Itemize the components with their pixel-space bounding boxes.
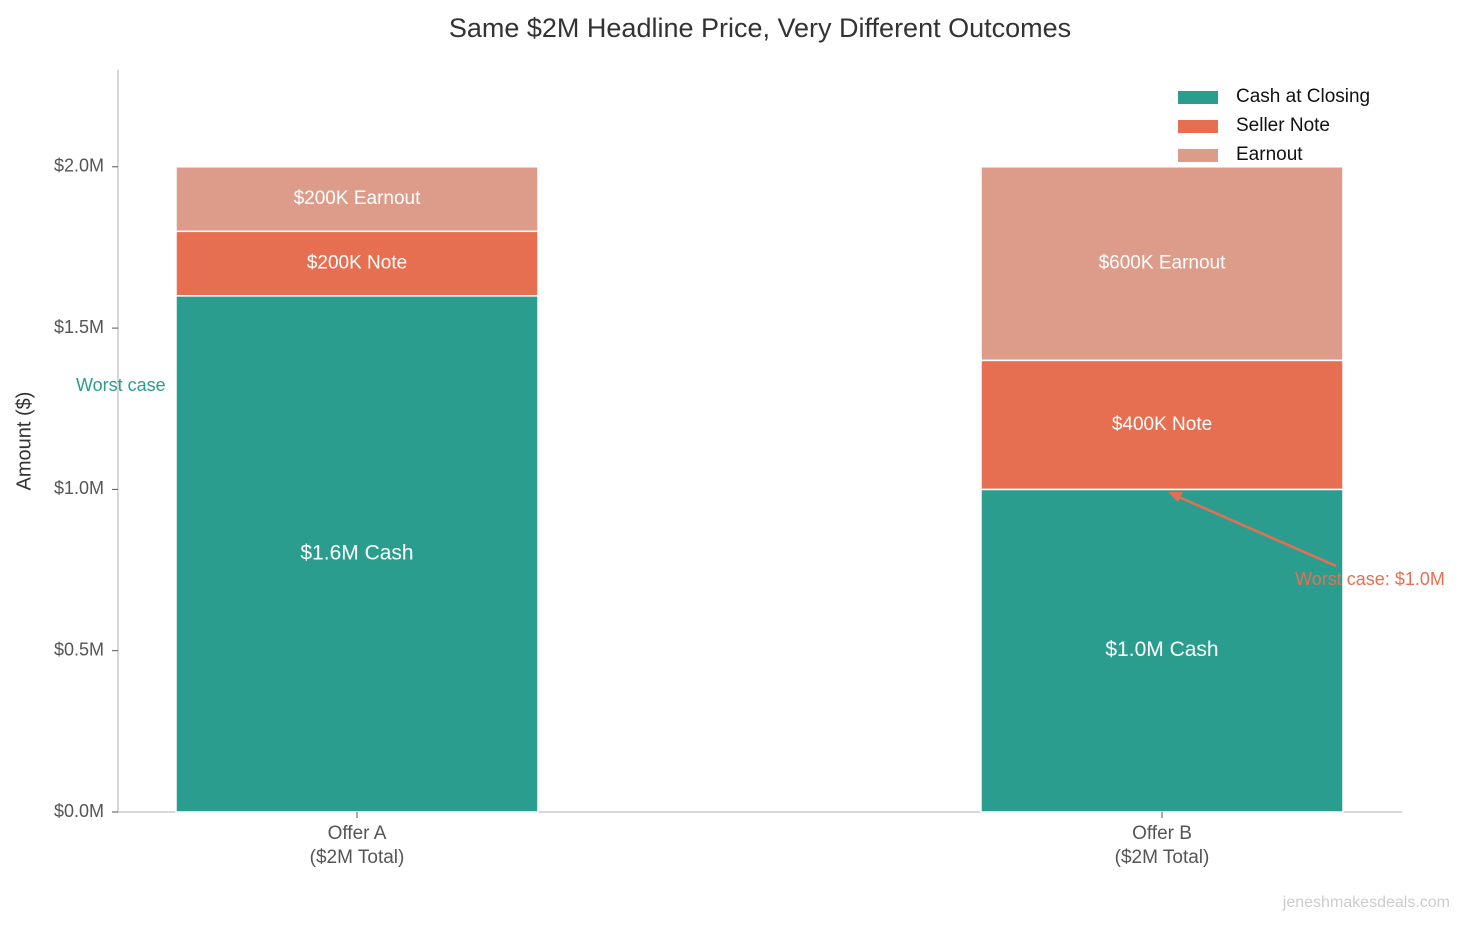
- watermark: jeneshmakesdeals.com: [1282, 894, 1450, 911]
- bar-segment: [980, 166, 1344, 362]
- y-tick-label: $0.0M: [54, 801, 104, 821]
- y-axis-label: Amount ($): [13, 392, 35, 491]
- legend-label: Earnout: [1236, 144, 1303, 165]
- legend-swatch: [1178, 149, 1218, 162]
- y-tick-label: $1.0M: [54, 478, 104, 498]
- value-label: $200K Note: [307, 253, 407, 274]
- value-label: $1.0M Cash: [1105, 638, 1218, 661]
- bar-segment: [980, 359, 1344, 491]
- legend-swatch: [1178, 91, 1218, 104]
- x-tick-label: Offer B ($2M Total): [1114, 823, 1210, 868]
- value-label: $200K Earnout: [294, 188, 421, 209]
- x-tick-label: Offer A ($2M Total): [309, 823, 405, 868]
- value-label: $400K Note: [1112, 414, 1212, 435]
- annotation: Worst case: $1.0M: [1295, 569, 1445, 589]
- y-tick-label: $1.5M: [54, 317, 104, 337]
- y-tick-label: $0.5M: [54, 639, 104, 659]
- legend-label: Cash at Closing: [1236, 86, 1370, 107]
- chart-title: Same $2M Headline Price, Very Different …: [449, 13, 1071, 43]
- bar-segment: [175, 230, 539, 297]
- bar-segment: [175, 166, 539, 233]
- value-label: $600K Earnout: [1099, 253, 1226, 274]
- legend-swatch: [1178, 120, 1218, 133]
- annotation-arrowhead: [1168, 492, 1183, 502]
- annotation-arrow: [1171, 492, 1337, 568]
- annotation: Worst case: [76, 375, 166, 395]
- value-label: $1.6M Cash: [300, 541, 413, 564]
- legend-label: Seller Note: [1236, 115, 1330, 136]
- y-tick-label: $2.0M: [54, 156, 104, 176]
